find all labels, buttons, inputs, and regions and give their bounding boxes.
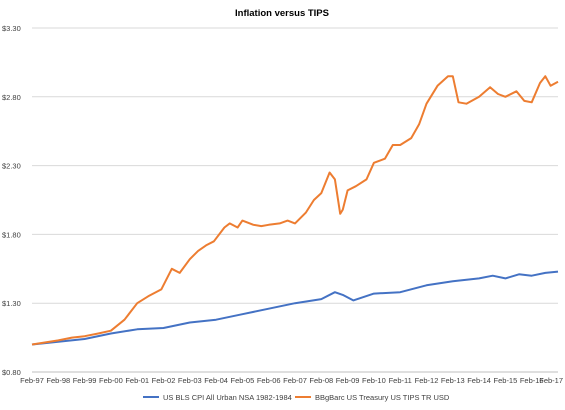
x-axis-ticks: Feb-97 Feb-98 Feb-99 Feb-00 Feb-01 Feb-02 Feb-… — [20, 376, 563, 385]
x-tick-label: Feb-98 — [46, 376, 70, 385]
series-line-2 — [31, 75, 559, 346]
chart-title: Inflation versus TIPS — [235, 8, 329, 19]
x-tick-label: Feb-11 — [389, 376, 412, 385]
x-tick-label: Feb-00 — [99, 376, 123, 385]
x-tick-label: Feb-99 — [73, 376, 97, 385]
y-tick-label: $1.80 — [2, 230, 21, 239]
series-lines — [31, 75, 559, 346]
y-tick-label: $1.30 — [2, 299, 21, 308]
x-tick-label: Feb-05 — [231, 376, 255, 385]
x-tick-label: Feb-97 — [20, 376, 44, 385]
legend: US BLS CPI All Urban NSA 1982-1984 BBgBar… — [143, 393, 450, 402]
x-tick-label: Feb-17 — [539, 376, 563, 385]
y-tick-label: $2.80 — [2, 93, 21, 102]
x-tick-label: Feb-14 — [467, 376, 491, 385]
x-tick-label: Feb-04 — [204, 376, 228, 385]
gridlines — [32, 27, 558, 304]
x-tick-label: Feb-13 — [441, 376, 465, 385]
x-tick-label: Feb-06 — [257, 376, 281, 385]
x-tick-label: Feb-01 — [125, 376, 149, 385]
y-tick-label: $2.30 — [2, 162, 21, 171]
x-tick-label: Feb-03 — [178, 376, 202, 385]
x-tick-label: Feb-16 — [520, 376, 544, 385]
x-tick-label: Feb-12 — [415, 376, 439, 385]
series-line-1 — [31, 270, 559, 346]
y-tick-label: $3.30 — [2, 24, 21, 33]
legend-label: BBgBarc US Treasury US TIPS TR USD — [315, 393, 450, 402]
x-tick-label: Feb-08 — [309, 376, 333, 385]
x-tick-label: Feb-09 — [336, 376, 360, 385]
x-tick-label: Feb-15 — [494, 376, 518, 385]
x-tick-label: Feb-07 — [283, 376, 307, 385]
x-tick-label: Feb-10 — [362, 376, 386, 385]
y-tick-label: $0.80 — [2, 368, 21, 377]
legend-label: US BLS CPI All Urban NSA 1982-1984 — [163, 393, 292, 402]
y-axis-ticks: $0.80 $1.30 $1.80 $2.30 $2.80 $3.30 — [2, 24, 21, 377]
x-tick-label: Feb-02 — [152, 376, 176, 385]
